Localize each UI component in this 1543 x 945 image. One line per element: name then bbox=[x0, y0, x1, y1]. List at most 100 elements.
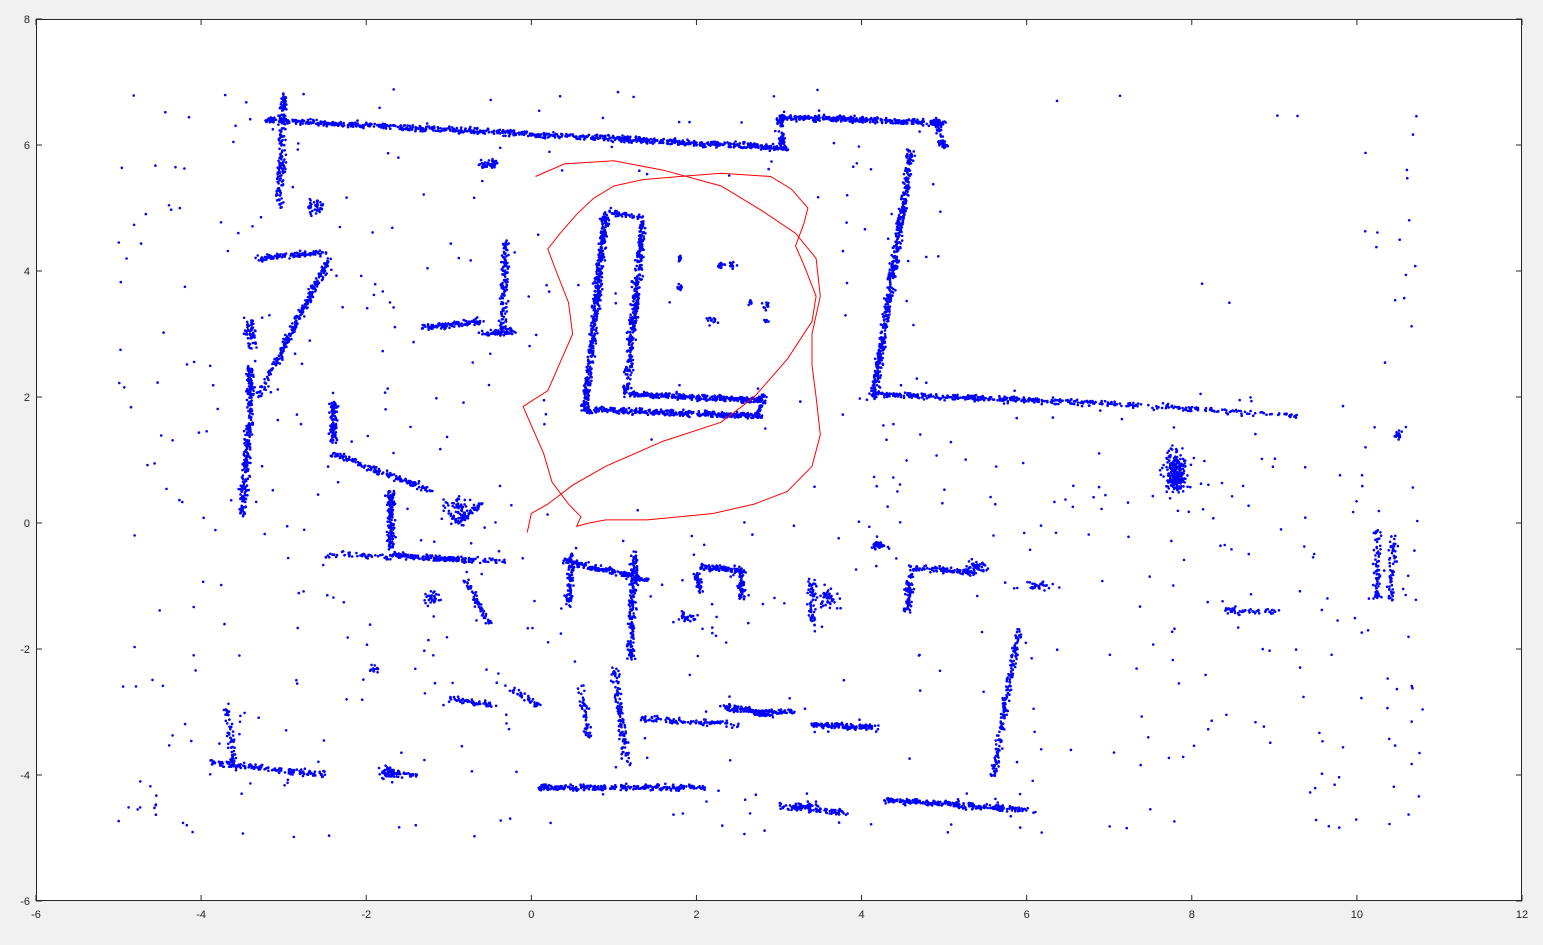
data-point bbox=[661, 394, 665, 398]
data-point bbox=[348, 455, 351, 459]
data-point bbox=[881, 323, 884, 327]
data-point bbox=[272, 256, 275, 260]
data-point bbox=[886, 320, 889, 323]
data-point bbox=[882, 318, 886, 322]
data-point bbox=[638, 247, 642, 250]
data-point bbox=[792, 117, 795, 121]
data-point bbox=[251, 392, 255, 396]
data-point bbox=[591, 135, 594, 138]
data-point bbox=[332, 400, 336, 404]
data-point bbox=[240, 490, 243, 494]
data-point bbox=[591, 353, 595, 357]
data-point bbox=[879, 354, 882, 358]
data-point bbox=[902, 172, 906, 176]
data-point bbox=[639, 411, 642, 414]
data-point bbox=[927, 124, 931, 128]
data-point bbox=[836, 118, 839, 121]
data-point bbox=[1005, 396, 1009, 400]
data-point bbox=[1069, 402, 1072, 405]
data-point bbox=[875, 119, 878, 123]
data-point bbox=[629, 135, 632, 139]
data-point bbox=[594, 329, 598, 333]
data-point bbox=[640, 256, 643, 260]
data-point bbox=[839, 120, 843, 123]
data-point bbox=[284, 96, 288, 99]
data-point bbox=[600, 243, 603, 246]
data-point bbox=[883, 329, 887, 332]
data-point bbox=[269, 372, 273, 376]
data-point bbox=[671, 393, 674, 397]
data-point bbox=[874, 374, 877, 378]
data-point bbox=[464, 127, 467, 130]
data-point bbox=[432, 127, 435, 130]
data-point bbox=[1216, 410, 1219, 414]
data-point bbox=[890, 266, 894, 269]
data-point bbox=[598, 304, 601, 308]
data-point bbox=[281, 183, 285, 187]
data-point bbox=[739, 395, 742, 399]
data-point bbox=[688, 142, 692, 145]
data-point bbox=[967, 397, 970, 401]
data-point bbox=[378, 469, 382, 473]
data-point bbox=[310, 122, 313, 125]
data-point bbox=[354, 458, 358, 461]
data-point bbox=[580, 403, 584, 406]
data-point bbox=[634, 328, 637, 332]
data-point bbox=[780, 114, 783, 117]
data-point bbox=[821, 118, 825, 121]
data-point bbox=[393, 518, 397, 522]
data-point bbox=[265, 375, 269, 379]
data-point bbox=[487, 130, 491, 134]
data-point bbox=[405, 126, 409, 130]
data-point bbox=[638, 244, 641, 248]
data-point bbox=[291, 120, 295, 123]
data-point bbox=[778, 143, 782, 146]
data-point bbox=[436, 126, 440, 129]
data-point bbox=[498, 128, 502, 132]
data-point bbox=[281, 138, 284, 142]
data-point bbox=[277, 123, 280, 126]
data-point bbox=[476, 126, 479, 130]
data-point bbox=[608, 209, 611, 213]
data-point bbox=[412, 482, 416, 485]
data-point bbox=[249, 377, 252, 381]
data-point bbox=[286, 119, 289, 122]
data-point bbox=[900, 230, 903, 234]
data-point bbox=[614, 215, 618, 218]
data-point bbox=[465, 130, 469, 133]
data-point bbox=[309, 117, 312, 121]
data-point bbox=[735, 415, 739, 419]
data-point bbox=[629, 338, 633, 342]
data-point bbox=[278, 203, 281, 206]
data-point bbox=[760, 414, 764, 417]
data-point bbox=[269, 368, 273, 372]
data-point bbox=[878, 358, 881, 362]
data-point bbox=[573, 135, 576, 139]
data-point bbox=[314, 277, 318, 280]
data-point bbox=[586, 364, 590, 368]
data-point bbox=[907, 118, 911, 122]
data-point bbox=[450, 126, 454, 129]
data-point bbox=[1100, 399, 1103, 403]
data-point bbox=[1118, 402, 1122, 405]
data-point bbox=[333, 435, 337, 439]
data-point bbox=[934, 396, 937, 400]
data-point bbox=[648, 394, 651, 398]
data-point bbox=[940, 142, 943, 146]
data-point bbox=[590, 321, 593, 325]
data-point bbox=[953, 396, 957, 400]
data-point bbox=[239, 497, 242, 500]
data-point bbox=[907, 177, 910, 180]
data-point bbox=[447, 126, 451, 129]
data-point bbox=[1032, 399, 1035, 403]
data-point bbox=[630, 285, 634, 289]
data-point bbox=[626, 387, 630, 391]
data-point bbox=[325, 121, 329, 125]
data-point bbox=[913, 117, 916, 121]
data-point bbox=[713, 142, 717, 145]
data-point bbox=[902, 121, 906, 125]
data-point bbox=[271, 362, 274, 366]
data-point bbox=[964, 398, 967, 401]
data-point bbox=[301, 122, 305, 125]
data-point bbox=[891, 291, 895, 294]
